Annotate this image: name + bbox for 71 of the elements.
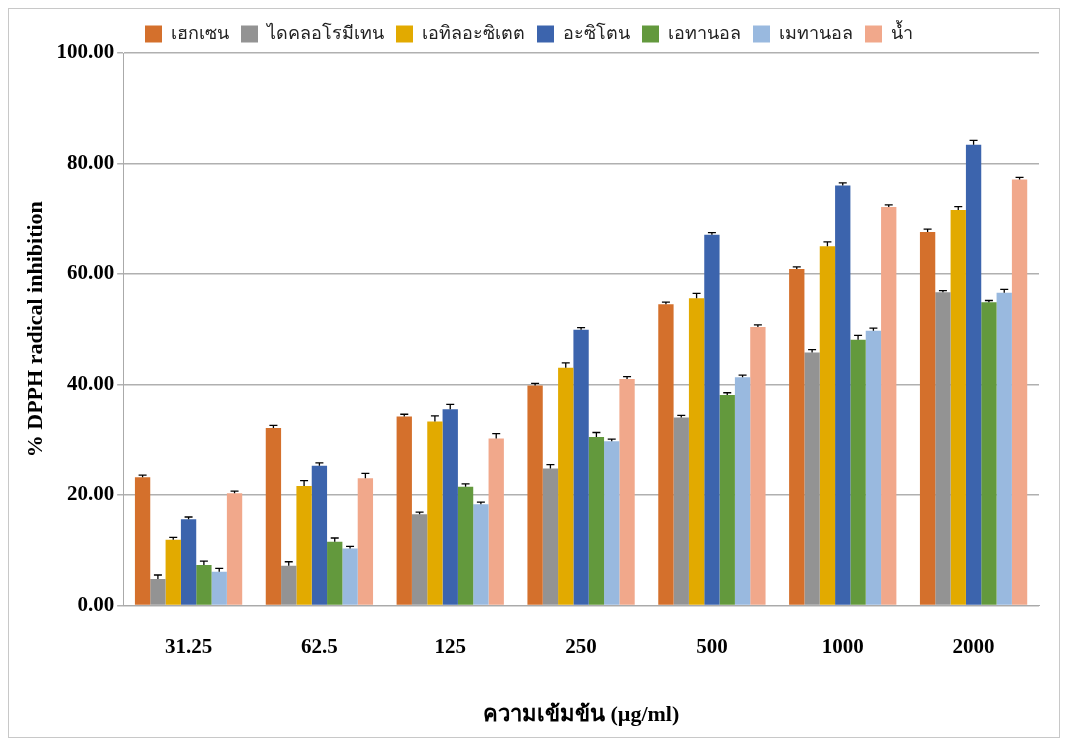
y-tick-label: 80.00 bbox=[66, 149, 115, 174]
legend-label: น้ำ bbox=[891, 19, 913, 43]
bar bbox=[488, 438, 504, 605]
bar bbox=[688, 298, 705, 605]
bar bbox=[396, 416, 412, 605]
bar bbox=[427, 421, 443, 605]
x-tick-label: 2000 bbox=[952, 634, 995, 659]
x-axis-title: ความเข้มข้น (µg/ml) bbox=[482, 701, 680, 727]
bar bbox=[750, 326, 766, 605]
bar bbox=[311, 465, 328, 605]
bar bbox=[981, 302, 997, 605]
legend-label: เมทานอล bbox=[779, 22, 853, 43]
bar bbox=[542, 468, 559, 605]
x-tick-label: 1000 bbox=[821, 634, 864, 659]
y-axis-title: % DPPH radical inhibition bbox=[21, 201, 47, 458]
legend-label: อะซิโตน bbox=[563, 21, 630, 43]
bar bbox=[457, 486, 474, 605]
y-tick-label: 20.00 bbox=[66, 481, 115, 506]
bar bbox=[789, 268, 805, 605]
legend-label: เอทานอล bbox=[668, 22, 741, 43]
bar bbox=[919, 231, 936, 605]
bar bbox=[134, 477, 151, 605]
bar bbox=[211, 571, 227, 605]
x-tick-label: 31.25 bbox=[164, 634, 213, 659]
bar bbox=[704, 234, 720, 605]
bar bbox=[734, 377, 751, 605]
bar bbox=[881, 207, 897, 605]
bar bbox=[573, 329, 589, 605]
bar bbox=[804, 352, 820, 605]
bar bbox=[865, 330, 882, 605]
bar bbox=[673, 417, 689, 605]
bar bbox=[719, 394, 735, 605]
bar bbox=[226, 493, 243, 605]
y-tick-label: 60.00 bbox=[66, 260, 115, 285]
bar bbox=[281, 565, 297, 605]
bar bbox=[196, 565, 212, 605]
bar bbox=[658, 304, 674, 605]
bar bbox=[835, 185, 851, 605]
bar bbox=[165, 539, 181, 605]
bar bbox=[296, 486, 312, 605]
bar bbox=[935, 292, 951, 605]
bar bbox=[265, 428, 282, 605]
bar bbox=[950, 209, 966, 605]
bar bbox=[180, 519, 197, 605]
legend-label: ไดคลอโรมีเทน bbox=[265, 21, 384, 43]
bar bbox=[357, 478, 374, 605]
bar bbox=[411, 514, 428, 605]
y-tick-label: 100.00 bbox=[56, 39, 115, 64]
bar bbox=[558, 367, 574, 605]
bar bbox=[996, 292, 1012, 605]
bar bbox=[588, 436, 605, 605]
bar bbox=[604, 441, 620, 605]
bar bbox=[1011, 179, 1028, 605]
bar bbox=[850, 339, 866, 605]
legend-label: เฮกเซน bbox=[171, 22, 229, 43]
bar bbox=[819, 246, 836, 605]
y-tick-label: 0.00 bbox=[77, 591, 115, 616]
x-tick-label: 62.5 bbox=[301, 634, 338, 659]
x-tick-label: 125 bbox=[434, 634, 466, 659]
bar bbox=[342, 548, 358, 605]
bar bbox=[619, 378, 635, 605]
bar bbox=[150, 578, 166, 605]
bar bbox=[965, 144, 982, 605]
bar bbox=[527, 385, 543, 605]
x-tick-label: 250 bbox=[565, 634, 597, 659]
bar bbox=[442, 409, 458, 605]
legend-label: เอทิลอะซิเตต bbox=[422, 22, 525, 43]
bar bbox=[473, 504, 489, 605]
y-tick-label: 40.00 bbox=[66, 370, 115, 395]
bar bbox=[327, 541, 343, 605]
x-tick-label: 500 bbox=[696, 634, 728, 659]
